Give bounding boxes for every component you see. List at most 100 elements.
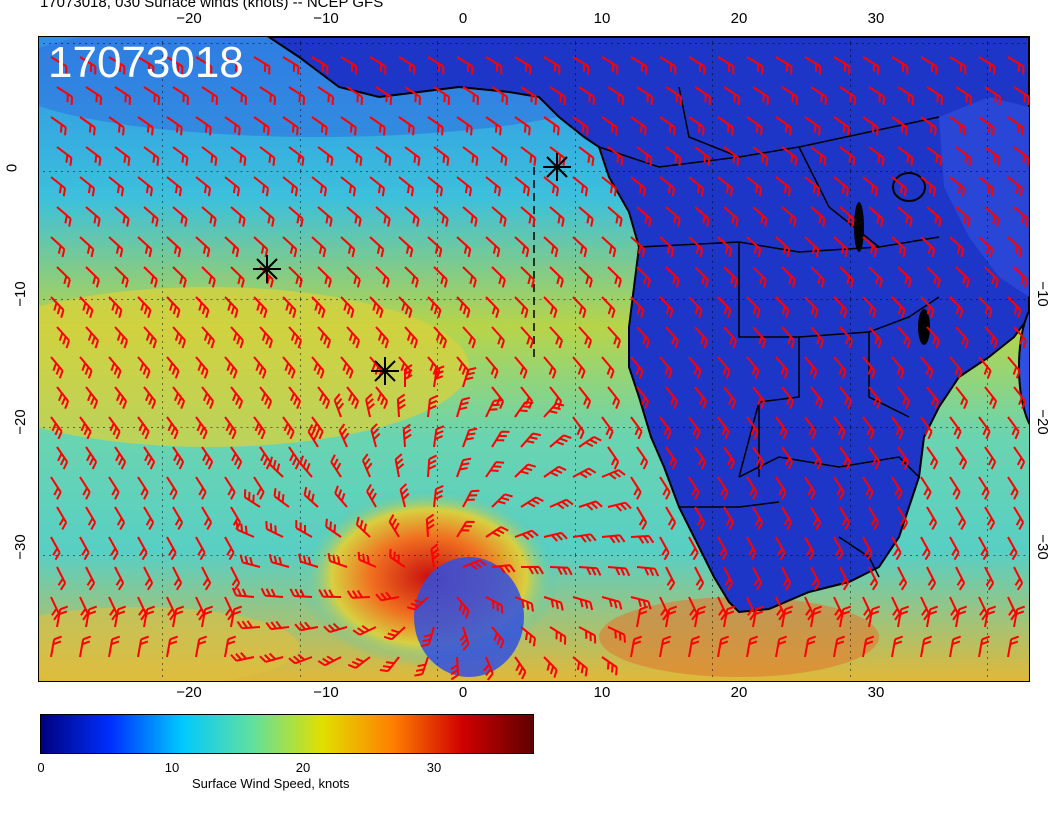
wind-barb [50, 635, 63, 658]
wind-barb [572, 656, 588, 677]
wind-barb [868, 446, 881, 470]
wind-barb [85, 326, 99, 349]
wind-barb [862, 356, 876, 379]
wind-barb [224, 635, 237, 658]
wind-barb [172, 146, 189, 166]
lon-tick-top: 30 [867, 10, 885, 27]
wind-barb [114, 446, 127, 470]
wind-barb [143, 266, 158, 288]
wind-barb [636, 146, 653, 166]
wind-barb [427, 296, 442, 318]
wind-barb [404, 86, 422, 105]
wind-barb [688, 356, 702, 379]
wind-barb [723, 146, 740, 166]
wind-barb [862, 476, 874, 500]
wind-barb [752, 86, 770, 105]
wind-barb [195, 56, 213, 75]
wind-barb [578, 266, 593, 288]
wind-barb [369, 236, 385, 258]
wind-barb [514, 56, 532, 75]
wind-barb [317, 266, 332, 288]
wind-barb [224, 296, 239, 318]
wind-barb [520, 626, 537, 647]
wind-barb [578, 626, 597, 644]
wind-barb [462, 367, 477, 388]
lat-tick-right: −20 [1034, 409, 1052, 435]
wind-barb [775, 116, 792, 136]
wind-barb [688, 296, 703, 318]
wind-barb [398, 356, 412, 379]
wind-barb [239, 554, 261, 568]
wind-barb [201, 566, 212, 591]
wind-barb [108, 176, 125, 197]
wind-barb [891, 176, 908, 197]
wind-barb [723, 206, 739, 227]
wind-barb [399, 483, 410, 508]
wind-barb [404, 206, 420, 227]
wind-barb [920, 536, 931, 561]
wind-barb [978, 416, 991, 440]
wind-barb [288, 446, 301, 470]
wind-barb [50, 296, 65, 318]
wind-barb [949, 116, 966, 136]
wind-barb [85, 206, 101, 227]
wind-barb [1007, 416, 1020, 440]
wind-barb [85, 605, 98, 628]
wind-barb [485, 56, 503, 75]
wind-barb [891, 236, 907, 258]
wind-barb [307, 424, 319, 448]
wind-barb [984, 146, 1001, 166]
wind-barb [630, 116, 647, 136]
wind-barb [781, 506, 793, 530]
wind-barb [630, 176, 647, 197]
wind-map [38, 36, 1030, 682]
wind-barb [50, 176, 67, 197]
wind-barb [688, 635, 701, 658]
wind-barb [375, 146, 392, 166]
wind-barb [955, 146, 972, 166]
wind-barb [456, 56, 474, 75]
wind-barb [289, 588, 313, 598]
wind-barb [781, 386, 795, 409]
wind-barb [79, 536, 90, 561]
wind-barb [833, 116, 850, 136]
wind-barb [137, 176, 154, 197]
wind-barb [636, 446, 649, 470]
wind-barb [781, 86, 799, 105]
lon-tick-top: 20 [730, 10, 748, 27]
wind-barb [311, 176, 328, 197]
wind-barb [172, 506, 184, 530]
wind-barb [236, 620, 261, 630]
wind-barb [520, 496, 544, 508]
wind-barb [456, 396, 471, 418]
wind-barb [781, 446, 794, 470]
wind-barb [491, 564, 516, 574]
wind-barb [420, 626, 435, 648]
wind-barb [549, 566, 573, 576]
wind-barb [839, 566, 850, 591]
wind-barb [143, 605, 156, 628]
wind-barb [926, 206, 942, 227]
wind-barb [607, 86, 625, 105]
wind-barb [781, 326, 795, 349]
wind-barb [810, 206, 826, 227]
wind-barb [688, 176, 705, 197]
wind-barb [56, 386, 70, 409]
wind-barb [810, 266, 825, 288]
wind-barb [317, 326, 331, 349]
wind-barb [630, 236, 646, 258]
wind-barb [723, 566, 734, 591]
wind-barb [143, 386, 157, 409]
wind-barb [601, 596, 623, 610]
wind-barb [1007, 635, 1020, 658]
lat-tick-right: −30 [1034, 534, 1052, 560]
wind-barb [311, 236, 327, 258]
timestamp-label: 17073018 [48, 38, 244, 87]
wind-barb [810, 506, 822, 530]
wind-barb [137, 416, 150, 440]
wind-barb [166, 476, 178, 500]
wind-barb [978, 236, 994, 258]
wind-barb [298, 553, 319, 568]
wind-barb [746, 536, 757, 561]
wind-barb [520, 266, 535, 288]
